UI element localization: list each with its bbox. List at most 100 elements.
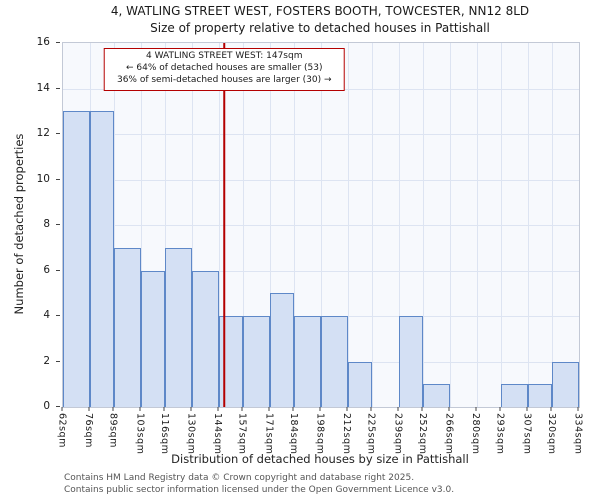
histogram-bar [501, 384, 528, 407]
histogram-bar [423, 384, 450, 407]
x-tick-mark [448, 407, 450, 411]
y-axis-ticks: 0 2 4 6 8 10 12 14 16 [0, 36, 60, 412]
x-tick-label: 198sqm [314, 413, 326, 455]
gridline-vertical [450, 43, 451, 407]
plot-area: 4 WATLING STREET WEST: 147sqm ← 64% of d… [62, 42, 580, 408]
x-tick-label: 103sqm [134, 413, 146, 455]
x-tick-mark [268, 407, 270, 411]
x-tick-mark [139, 407, 141, 411]
x-tick-label: 76sqm [83, 413, 95, 448]
x-tick-label: 280sqm [470, 413, 482, 455]
y-tick-label: 12 [36, 127, 50, 139]
histogram-bar [140, 270, 166, 407]
chart-subtitle: Size of property relative to detached ho… [150, 20, 490, 35]
y-tick-label: 0 [43, 400, 50, 412]
x-tick-mark [112, 407, 114, 411]
gridline-vertical [527, 43, 529, 407]
annotation-line-larger: 36% of semi-detached houses are larger (… [116, 74, 332, 85]
histogram-bar [321, 316, 348, 407]
histogram-bar [552, 361, 579, 407]
gridline-vertical [140, 43, 142, 407]
x-tick-mark [88, 407, 90, 411]
x-tick-label: 171sqm [263, 413, 275, 455]
gridline-vertical [243, 43, 245, 407]
histogram-bar [63, 111, 90, 407]
y-tick-mark [56, 360, 60, 362]
annotation-line-address: 4 WATLING STREET WEST: 147sqm [146, 51, 303, 61]
chart-title: 4, WATLING STREET WEST, FOSTERS BOOTH, T… [110, 4, 530, 18]
histogram-bar [398, 316, 424, 407]
y-tick-mark [56, 269, 60, 271]
x-tick-label: 334sqm [572, 413, 584, 455]
y-tick-label: 2 [43, 354, 50, 367]
histogram-bar [114, 247, 141, 407]
x-tick-mark [163, 407, 165, 411]
y-tick-mark [56, 406, 60, 407]
histogram-bar [243, 316, 270, 407]
x-axis-ticks: 62sqm 76sqm 89sqm 103sqm 116sqm 130sqm 144sqm 1… [57, 407, 584, 455]
gridline-vertical [269, 43, 271, 407]
attribution-line-1: Contains HM Land Registry data © Crown c… [64, 473, 415, 483]
x-tick-mark [346, 407, 348, 411]
attribution-line-2: Contains public sector information licen… [64, 484, 455, 495]
x-tick-mark [550, 407, 552, 411]
y-tick-mark [56, 224, 60, 225]
x-axis-label: Distribution of detached houses by size … [171, 452, 469, 466]
histogram-bar [269, 293, 295, 407]
histogram-bar [347, 361, 373, 407]
y-tick-label: 16 [36, 36, 50, 48]
y-tick-mark [56, 42, 60, 43]
x-tick-label: 116sqm [158, 413, 170, 455]
annotation-box: 4 WATLING STREET WEST: 147sqm ← 64% of d… [103, 48, 345, 91]
x-tick-label: 225sqm [365, 413, 377, 455]
x-tick-label: 62sqm [56, 413, 68, 448]
gridline-vertical [501, 43, 503, 407]
x-tick-label: 293sqm [494, 413, 506, 455]
chart-header: 4, WATLING STREET WEST, FOSTERS BOOTH, T… [62, 4, 578, 36]
x-tick-mark [475, 407, 477, 411]
x-tick-label: 252sqm [416, 413, 428, 455]
x-tick-mark [292, 407, 294, 411]
x-tick-mark [499, 407, 501, 411]
gridline-vertical [476, 43, 478, 407]
histogram-bar [165, 247, 192, 407]
x-tick-mark [397, 407, 399, 411]
x-tick-label: 157sqm [236, 413, 248, 455]
gridline-vertical [321, 43, 322, 407]
y-tick-label: 6 [43, 263, 50, 276]
y-tick-label: 8 [43, 218, 50, 230]
x-tick-label: 184sqm [287, 413, 299, 455]
x-tick-label: 307sqm [521, 413, 533, 455]
x-tick-mark [319, 407, 321, 411]
histogram-bar [294, 316, 321, 407]
x-tick-mark [526, 407, 528, 411]
x-tick-label: 320sqm [545, 413, 557, 455]
gridline-vertical [218, 43, 220, 407]
x-tick-mark [61, 407, 63, 411]
x-tick-mark [421, 407, 423, 411]
x-tick-label: 212sqm [341, 413, 353, 455]
x-tick-mark [241, 407, 243, 411]
histogram-bar [218, 316, 244, 407]
y-tick-label: 10 [36, 172, 50, 185]
histogram-bar [192, 270, 219, 407]
gridline-vertical [347, 43, 349, 407]
y-tick-mark [56, 133, 60, 134]
gridline-vertical [165, 43, 167, 407]
x-tick-mark [370, 407, 372, 411]
y-tick-label: 4 [43, 309, 50, 321]
x-tick-mark [577, 407, 579, 411]
annotation-line-smaller: ← 64% of detached houses are smaller (53… [125, 62, 323, 73]
gridline-vertical [294, 43, 296, 407]
gridline-vertical [552, 43, 554, 407]
x-tick-mark [190, 407, 192, 411]
x-tick-label: 89sqm [107, 413, 119, 448]
x-tick-mark [217, 407, 219, 411]
x-tick-label: 266sqm [443, 413, 455, 455]
y-tick-label: 14 [36, 81, 50, 94]
histogram-bar [89, 111, 115, 407]
attribution-footer: Contains HM Land Registry data © Crown c… [64, 473, 454, 496]
y-tick-mark [56, 315, 60, 316]
histogram-bar [527, 384, 553, 407]
